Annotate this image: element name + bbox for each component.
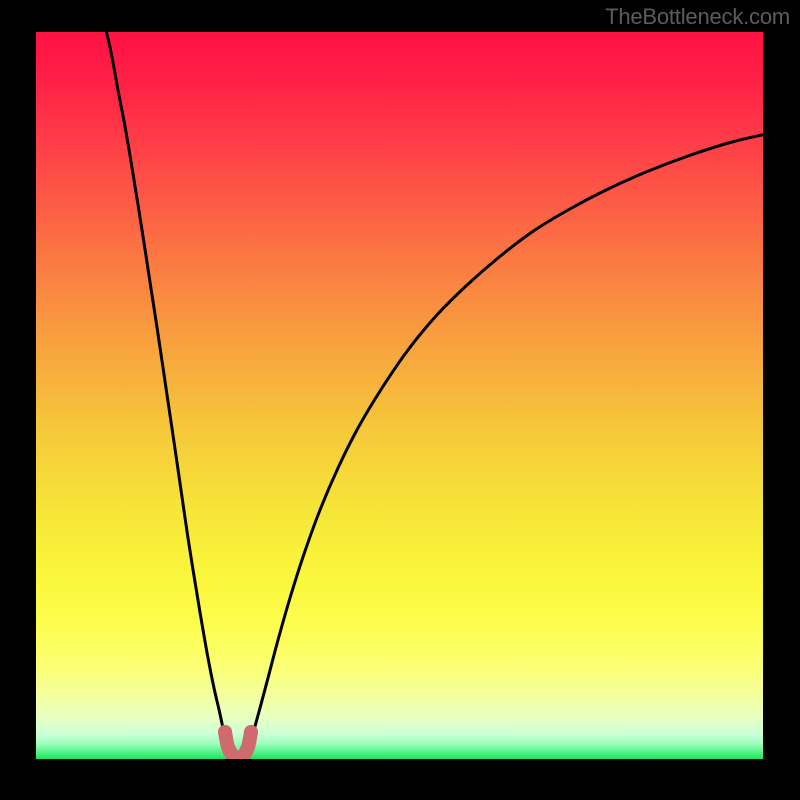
dip-end-dot [218,725,232,739]
watermark-text: TheBottleneck.com [605,4,790,30]
chart-frame: TheBottleneck.com [0,0,800,800]
dip-end-dot [244,725,258,739]
plot-area [36,32,763,759]
